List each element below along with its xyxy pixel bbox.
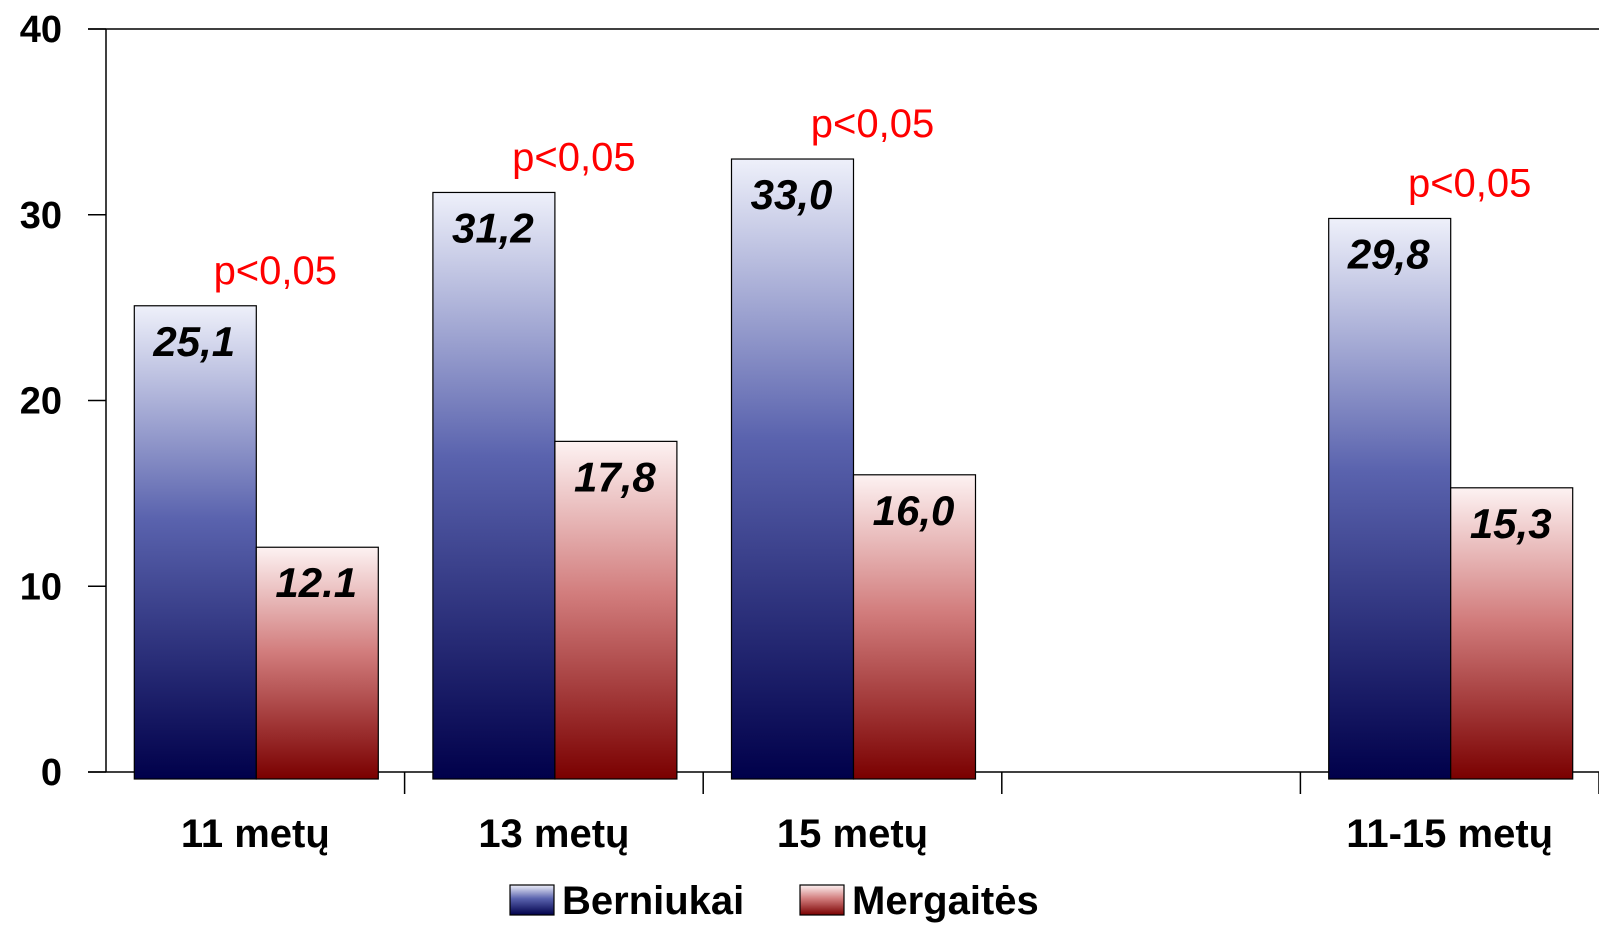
significance-annotation: p<0,05	[512, 135, 635, 179]
x-tick-label: 15 metų	[777, 812, 928, 856]
significance-annotation: p<0,05	[214, 249, 337, 293]
legend-swatch	[509, 884, 555, 916]
y-tick-label: 20	[20, 381, 62, 423]
y-tick-label: 40	[20, 9, 62, 51]
data-label: 29,8	[1347, 230, 1430, 277]
bar-berniukai	[1328, 217, 1452, 780]
x-tick-label: 11-15 metų	[1346, 812, 1553, 856]
legend: Berniukai Mergaitės	[509, 879, 1039, 923]
axes: 0 10 20 30 40 11 metų 13 metų 15 metų 11-15 metų	[20, 9, 1599, 856]
data-label: 31,2	[452, 204, 534, 251]
bar-mergaites	[852, 474, 977, 780]
data-label: 12.1	[275, 559, 357, 606]
legend-label: Mergaitės	[852, 879, 1039, 923]
data-label: 25,1	[152, 318, 235, 365]
significance-annotation: p<0,05	[811, 102, 934, 146]
y-tick-label: 10	[20, 566, 62, 608]
bar-berniukai	[432, 191, 556, 780]
bar-mergaites	[554, 440, 678, 780]
labels: 25,1 12.1 p<0,05 31,2 17,8 p<0,05 33,0 16,0 p<0,…	[152, 102, 1551, 606]
data-label: 15,3	[1470, 500, 1552, 547]
significance-annotation: p<0,05	[1408, 161, 1531, 205]
x-tick-label: 13 metų	[478, 812, 629, 856]
data-label: 16,0	[873, 487, 955, 534]
data-label: 33,0	[751, 171, 833, 218]
legend-label: Berniukai	[562, 879, 744, 923]
bar-berniukai	[730, 158, 855, 780]
bar-mergaites	[1450, 487, 1574, 780]
bar-mergaites	[255, 546, 379, 780]
data-label: 17,8	[574, 453, 656, 500]
bar-berniukai	[133, 305, 257, 780]
y-tick-label: 0	[41, 752, 62, 794]
legend-swatch	[799, 884, 845, 916]
x-tick-label: 11 metų	[181, 812, 330, 856]
y-tick-label: 30	[20, 195, 62, 237]
bars	[133, 158, 1574, 780]
